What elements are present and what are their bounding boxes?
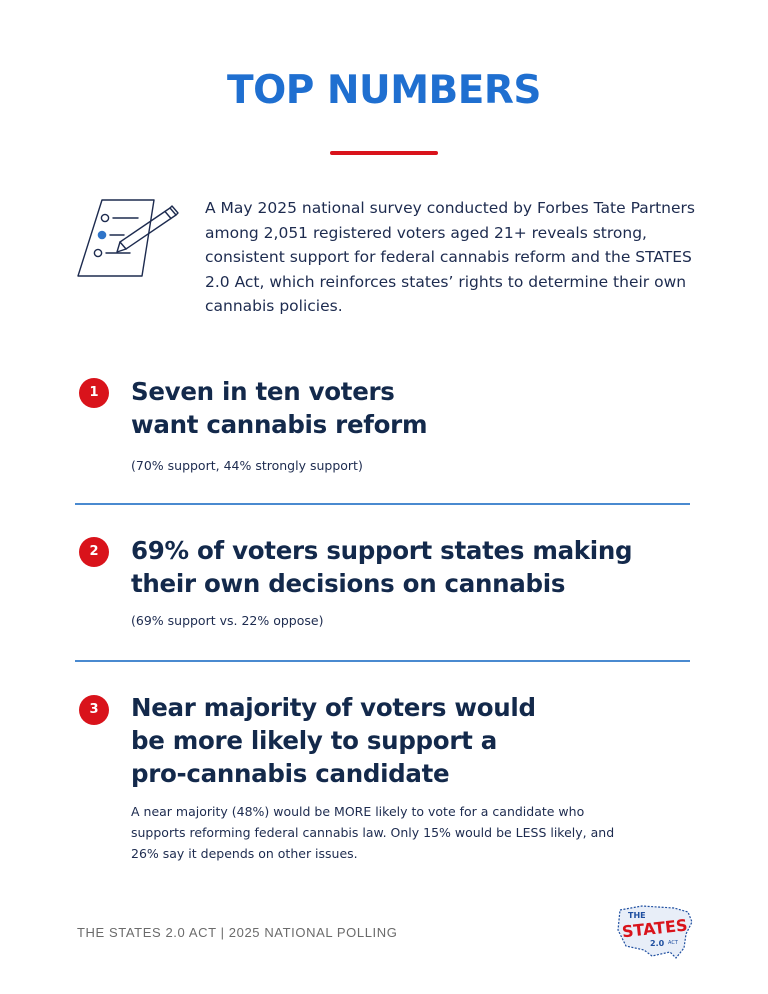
finding-heading: 69% of voters support states making thei… xyxy=(131,534,731,600)
finding-note: (70% support, 44% strongly support) xyxy=(131,458,363,473)
finding-number-badge: 1 xyxy=(79,378,109,408)
section-divider xyxy=(75,660,690,662)
finding-heading-line: Seven in ten voters xyxy=(131,377,395,406)
finding-heading-line: be more likely to support a xyxy=(131,726,497,755)
finding-heading-line: pro-cannabis candidate xyxy=(131,759,450,788)
finding-note-line: supports reforming federal cannabis law.… xyxy=(131,825,615,840)
finding-number-badge: 3 xyxy=(79,695,109,725)
finding-heading-line: Near majority of voters would xyxy=(131,693,536,722)
finding-heading-line: 69% of voters support states making xyxy=(131,536,633,565)
finding-note-line: A near majority (48%) would be MORE like… xyxy=(131,804,585,819)
page-title: TOP NUMBERS xyxy=(226,68,542,113)
finding-heading: Seven in ten voters want cannabis reform xyxy=(131,375,731,441)
finding-note: (69% support vs. 22% oppose) xyxy=(131,613,324,628)
section-divider xyxy=(75,503,690,505)
finding-heading-line: want cannabis reform xyxy=(131,410,428,439)
intro-paragraph: A May 2025 national survey conducted by … xyxy=(205,199,695,315)
finding-note: A near majority (48%) would be MORE like… xyxy=(131,801,721,864)
states-act-logo: THE STATES 2.0 ACT xyxy=(617,905,693,959)
footer-caption: THE STATES 2.0 ACT | 2025 NATIONAL POLLI… xyxy=(77,925,398,940)
logo-line1: THE xyxy=(628,911,646,920)
title-underline xyxy=(330,151,438,155)
finding-heading-line: their own decisions on cannabis xyxy=(131,569,566,598)
logo-line3: 2.0 xyxy=(650,939,665,948)
finding-heading: Near majority of voters would be more li… xyxy=(131,691,731,790)
finding-number-badge: 2 xyxy=(79,537,109,567)
survey-checklist-icon xyxy=(77,199,179,277)
logo-line4: ACT xyxy=(668,940,679,946)
finding-note-line: 26% say it depends on other issues. xyxy=(131,846,358,861)
